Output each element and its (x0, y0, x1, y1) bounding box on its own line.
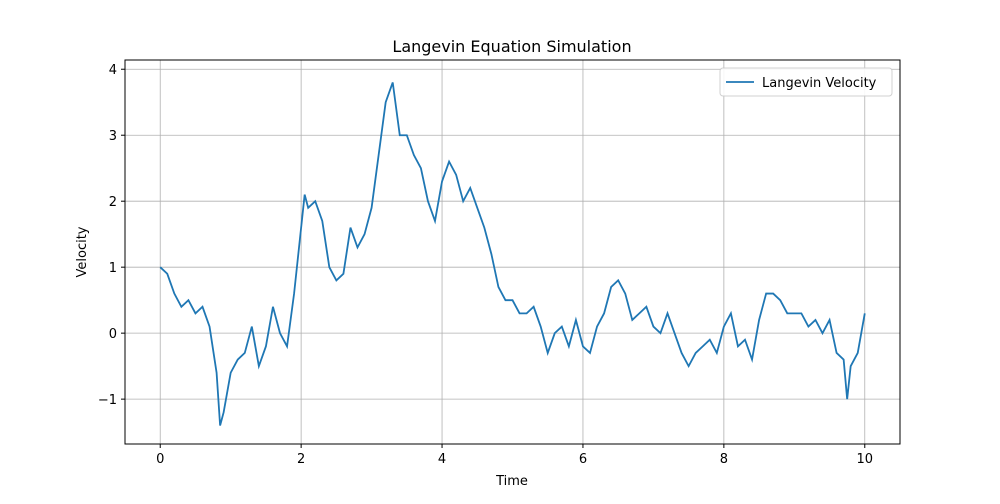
x-tick-label: 2 (297, 452, 305, 467)
x-tick-label: 6 (579, 452, 587, 467)
plot-frame (124, 59, 901, 445)
y-tick-label: −1 (98, 393, 117, 408)
legend-label: Langevin Velocity (762, 76, 877, 91)
y-tick-label: 0 (109, 327, 117, 342)
y-tick-label: 3 (109, 129, 117, 144)
x-tick-label: 4 (438, 452, 446, 467)
y-tick-label: 4 (109, 63, 117, 78)
legend-box (719, 67, 893, 97)
chart-title: Langevin Equation Simulation (392, 37, 631, 56)
x-tick-label: 10 (856, 452, 873, 467)
data-line (159, 82, 866, 426)
x-tick-label: 0 (156, 452, 164, 467)
y-tick-label: 2 (109, 195, 117, 210)
y-axis-label: Velocity (75, 226, 90, 277)
x-tick-label: 8 (720, 452, 728, 467)
x-axis-label: Time (495, 474, 528, 489)
y-tick-label: 1 (109, 261, 117, 276)
